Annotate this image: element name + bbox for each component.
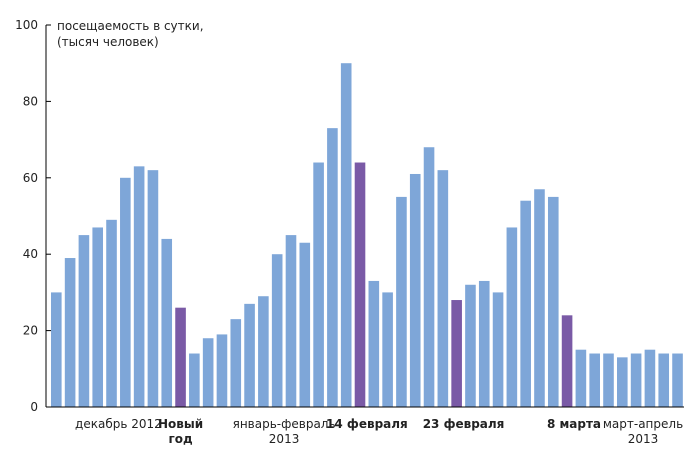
category-label: декабрь 2012 [75,417,162,431]
bar [120,177,131,407]
bar [133,166,145,407]
bar [603,353,614,407]
bar [202,338,214,407]
category-label: 23 февраля [423,417,505,431]
category-label: март-апрель [603,417,683,431]
bar-holiday [451,300,462,407]
bar [658,353,670,407]
y-tick-label: 0 [30,400,38,414]
bar [520,200,531,407]
bar [51,292,62,407]
y-tick-label: 60 [23,171,38,185]
bar [382,292,393,407]
bar [299,242,311,407]
axes [45,25,684,408]
bar [630,353,642,407]
y-tick-label: 80 [23,94,38,108]
bar [465,284,476,407]
bar [313,162,324,407]
bar [589,353,600,407]
bar [409,173,421,407]
bar [506,227,518,407]
bar [368,280,380,407]
bar [285,235,297,407]
bar [216,334,228,407]
bar [672,353,683,407]
bar [230,319,242,407]
bar [547,196,559,407]
y-tick-label: 20 [23,324,38,338]
bar [437,170,449,407]
category-label: Новый [158,417,203,431]
bar [396,196,407,407]
category-label: 2013 [269,432,300,446]
bar [492,292,504,407]
bar-holiday [354,162,366,407]
category-label: 2013 [628,432,659,446]
bar-holiday [561,315,573,407]
bar-holiday [175,307,186,407]
bars [51,63,683,408]
bar [78,235,90,407]
bar [106,219,117,407]
bar [258,296,269,407]
bar [161,238,173,407]
bar [244,303,255,407]
bar [644,349,656,407]
y-axis-label-line: (тысяч человек) [57,35,159,49]
category-label: январь-февраль [233,417,336,431]
category-label: год [168,432,193,446]
y-axis-label-line: посещаемость в сутки, [57,19,204,33]
category-label: 14 февраля [326,417,408,431]
category-label: 8 марта [547,417,601,431]
bar [617,357,628,407]
bar [423,147,435,408]
bar [340,63,352,407]
y-axis-label: посещаемость в сутки, (тысяч человек) [57,19,204,49]
bar [92,227,104,407]
bar [534,189,545,407]
bar [327,128,338,407]
bar [147,170,159,407]
bar [189,353,200,407]
category-labels: декабрь 2012Новыйгодянварь-февраль201314… [75,417,683,446]
y-ticks: 0 20 40 60 80 100 [15,18,51,414]
y-tick-label: 40 [23,247,38,261]
y-tick-label: 100 [15,18,38,32]
bar [64,258,76,407]
bar [575,349,587,407]
bar [478,280,490,407]
bar [271,254,283,407]
